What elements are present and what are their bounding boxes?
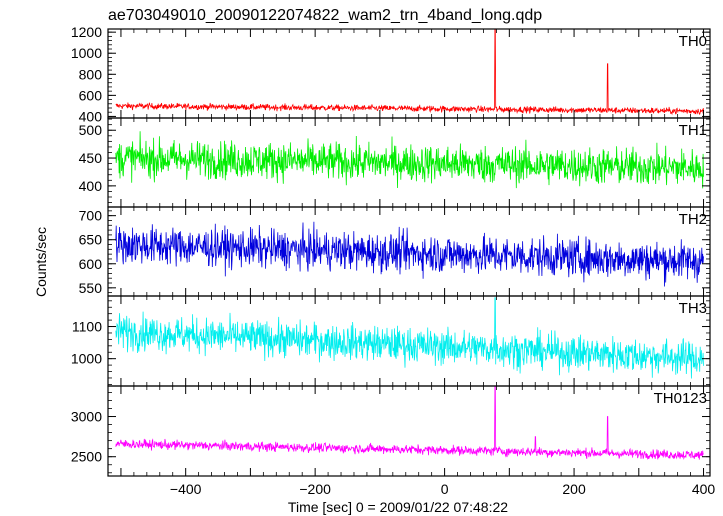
series-line-th1 <box>115 131 704 189</box>
y-tick-label: 450 <box>79 150 103 166</box>
y-tick-label: 2500 <box>71 449 102 465</box>
y-tick-label: 550 <box>79 280 103 296</box>
y-tick-label: 400 <box>79 178 103 194</box>
y-tick-label: 1200 <box>71 24 102 40</box>
y-tick-label: 500 <box>79 122 103 138</box>
series-line-th0 <box>115 28 704 116</box>
x-axis-label: Time [sec] 0 = 2009/01/22 07:48:22 <box>288 499 508 515</box>
series-line-th3 <box>115 297 704 379</box>
y-tick-label: 3000 <box>71 409 102 425</box>
series-line-th2 <box>115 221 704 287</box>
panel-frame-th0 <box>107 28 711 119</box>
panel-label-th2: TH2 <box>679 211 707 228</box>
panel-frame-th0123 <box>107 385 711 477</box>
y-tick-label: 1000 <box>71 45 102 61</box>
x-tick-label: 200 <box>562 481 586 497</box>
y-tick-label: 1100 <box>72 319 102 335</box>
x-tick-label: −200 <box>299 481 331 497</box>
panel-label-th0123: TH0123 <box>654 390 707 407</box>
series-line-th0123 <box>115 385 704 460</box>
y-tick-label: 800 <box>79 66 103 82</box>
y-tick-label: 700 <box>79 208 103 224</box>
y-tick-label: 600 <box>79 87 103 103</box>
x-tick-label: 0 <box>441 481 449 497</box>
panel-label-th0: TH0 <box>679 33 707 50</box>
x-tick-label: 400 <box>692 481 716 497</box>
y-axis-label: Counts/sec <box>33 227 49 297</box>
panel-label-th3: TH3 <box>679 300 707 317</box>
y-tick-label: 400 <box>79 108 103 124</box>
chart-title: ae703049010_20090122074822_wam2_trn_4ban… <box>108 7 542 24</box>
x-tick-label: −400 <box>170 481 202 497</box>
panels-group: TH0 400 600 800 1000 1200 TH1 400 450 500 TH2 550 60… <box>71 24 716 497</box>
panel-label-th1: TH1 <box>679 122 707 139</box>
y-tick-label: 650 <box>79 232 103 248</box>
y-tick-label: 600 <box>79 256 103 272</box>
y-tick-label: 1000 <box>71 351 102 367</box>
